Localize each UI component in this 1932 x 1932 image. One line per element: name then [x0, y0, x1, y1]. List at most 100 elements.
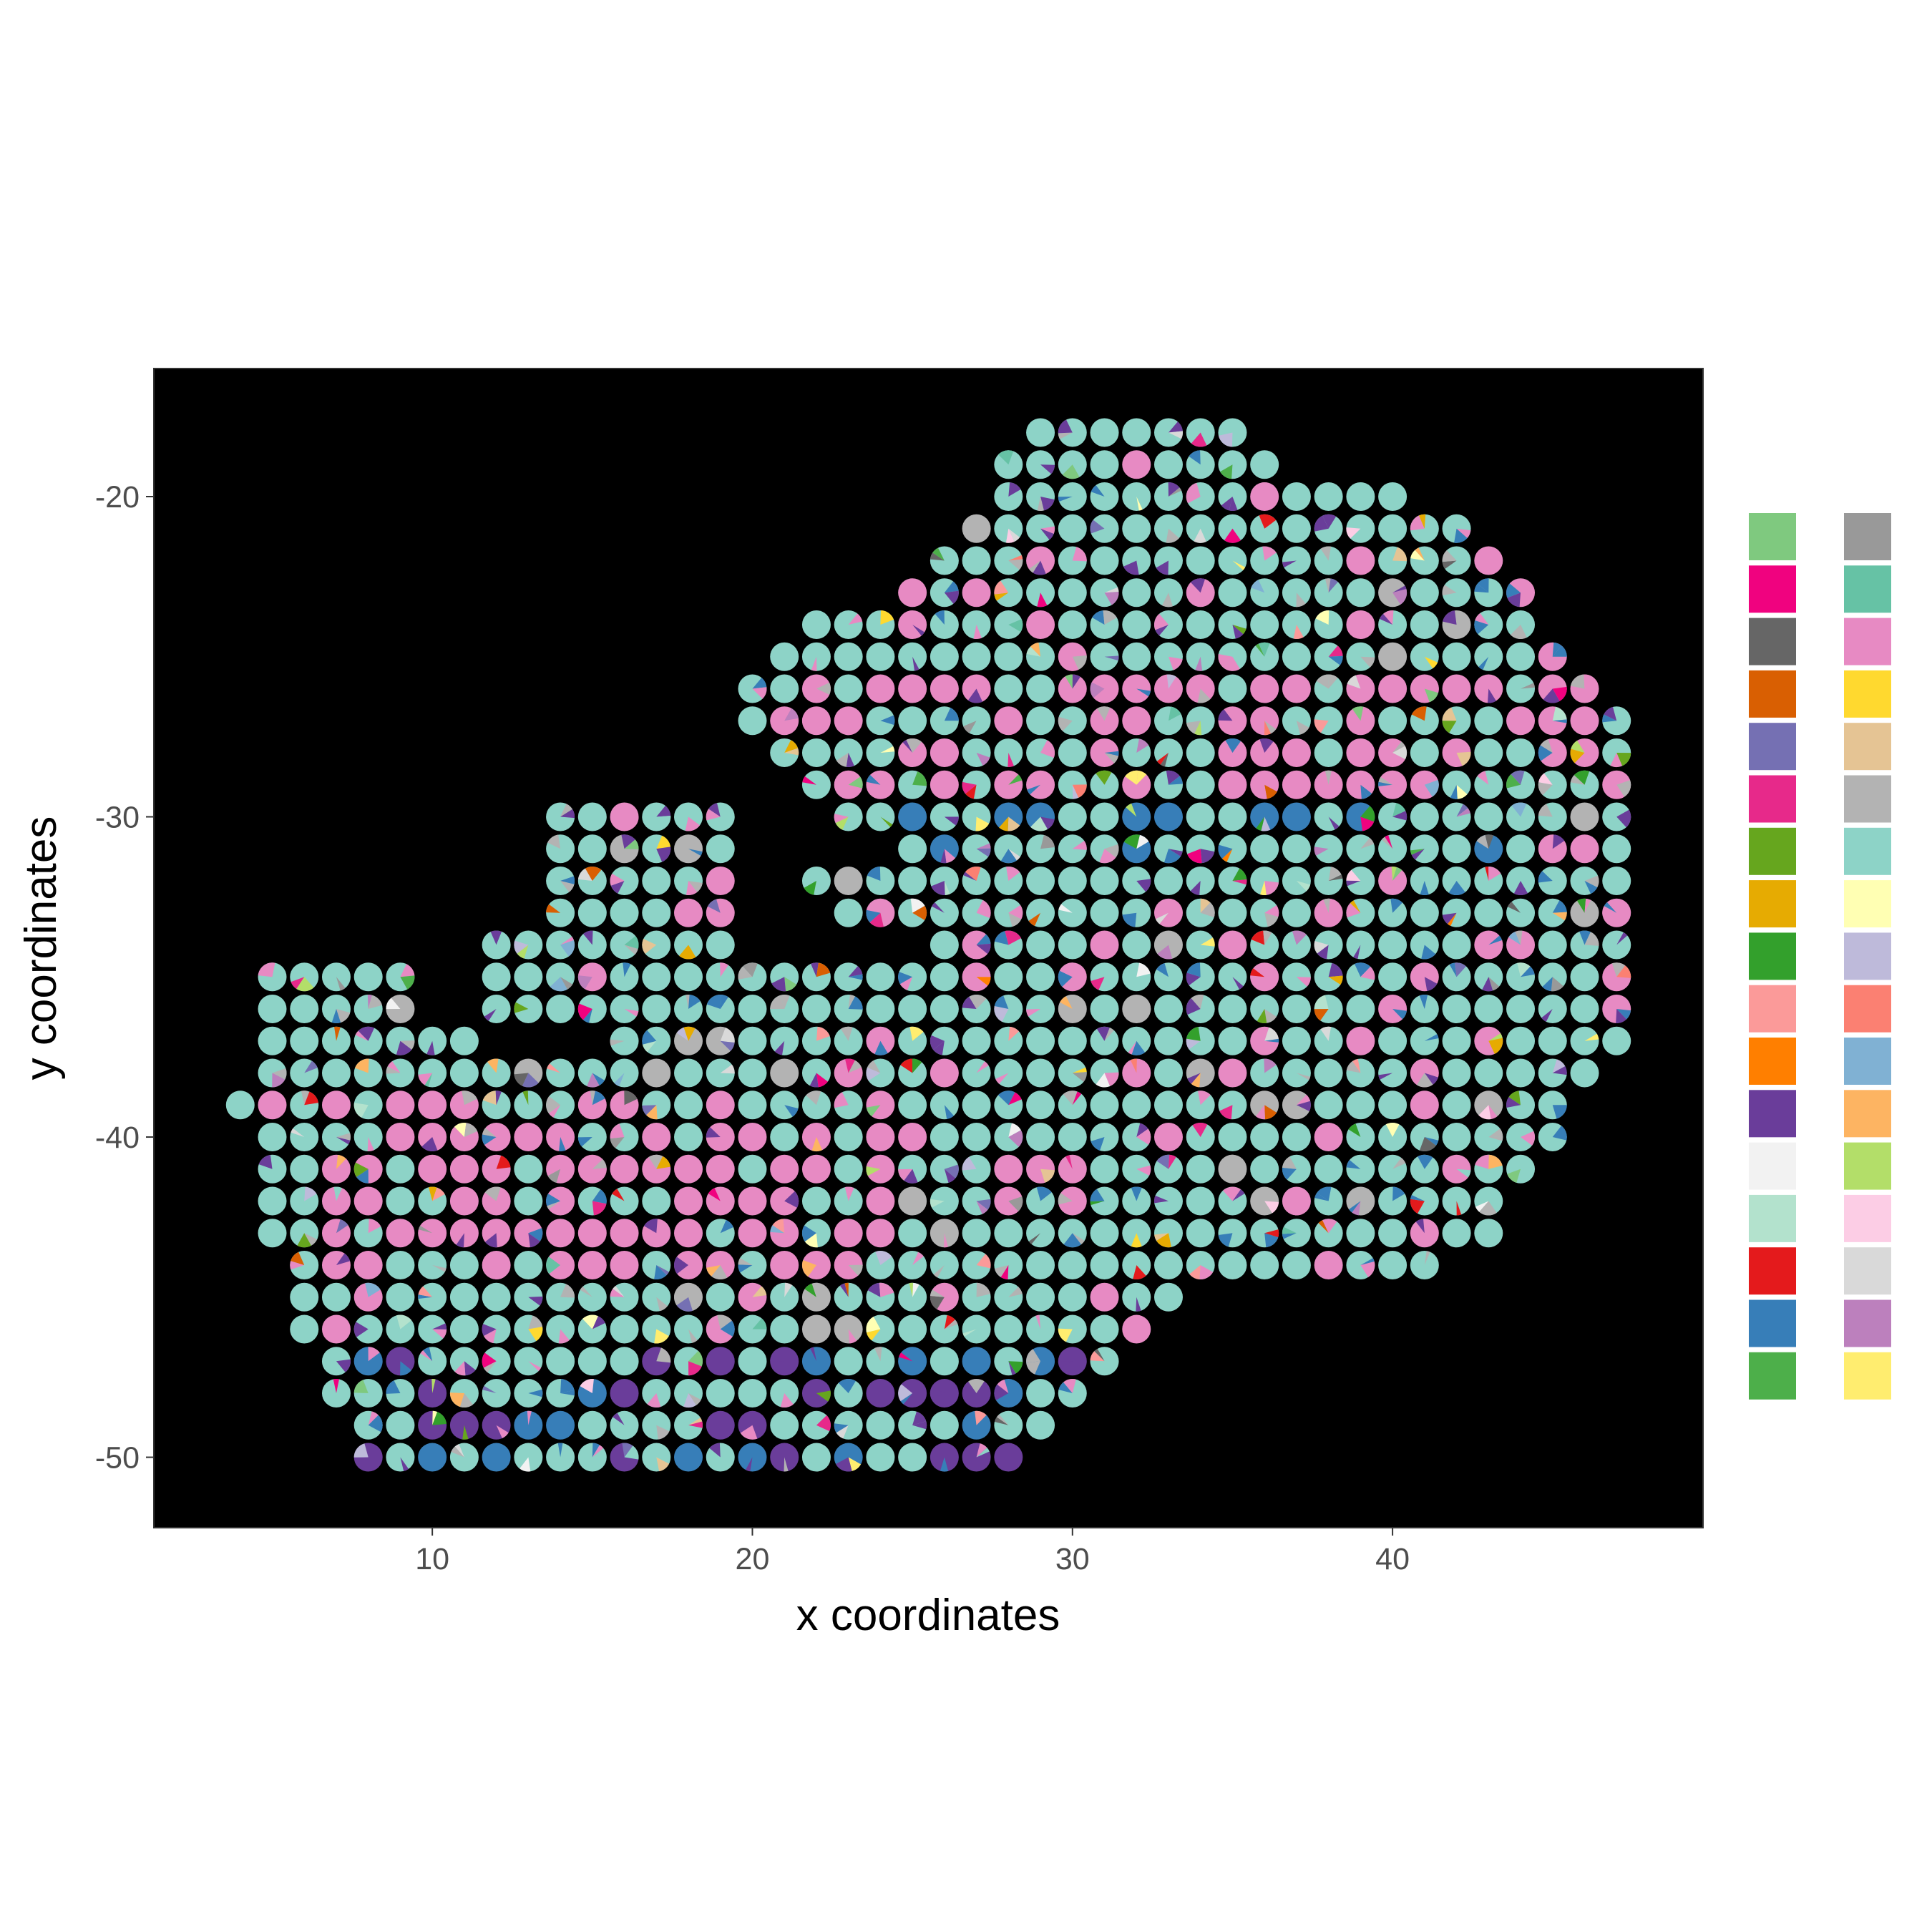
spot-pie: [1443, 1155, 1471, 1184]
spot-pie: [1058, 738, 1087, 767]
spot-pie: [514, 1123, 542, 1151]
spot-pie: [1538, 931, 1567, 960]
spot-pie: [930, 1347, 959, 1375]
spot-pie: [866, 1219, 894, 1247]
spot-pie: [290, 1155, 318, 1184]
spot-pie: [354, 1187, 383, 1216]
spot-pie: [1186, 1155, 1215, 1184]
spot-pie: [994, 1315, 1023, 1344]
spot-pie: [1570, 1059, 1599, 1088]
spot-pie: [1058, 867, 1087, 895]
spot-pie: [1282, 738, 1311, 767]
spot-pie: [1443, 1123, 1471, 1151]
spot-pie: [418, 1443, 447, 1472]
spot-pie: [1282, 1251, 1311, 1279]
spot-pie: [1346, 482, 1375, 511]
spot-pie: [738, 1187, 766, 1216]
spot-pie: [1026, 610, 1055, 639]
spot-pie: [770, 643, 799, 671]
spot-pie: [866, 643, 894, 671]
spot-pie: [706, 834, 735, 863]
spot-pie: [738, 706, 766, 735]
spot-pie: [898, 803, 927, 831]
spot-pie: [770, 1123, 799, 1151]
spot-pie: [1314, 1251, 1343, 1279]
spot-pie: [1314, 738, 1343, 767]
spot-pie: [866, 995, 894, 1023]
spot-pie: [1474, 547, 1503, 575]
spot-pie: [258, 1091, 287, 1119]
spot-pie: [1378, 1091, 1407, 1119]
spot-pie: [674, 1187, 703, 1216]
spot-pie: [674, 1059, 703, 1088]
spot-pie: [610, 1315, 639, 1344]
spot-pie: [578, 803, 607, 831]
spot-pie: [738, 1059, 766, 1088]
spot-pie: [514, 1251, 542, 1279]
spot-pie: [482, 1443, 511, 1472]
spot-pie: [962, 578, 991, 607]
spot-pie: [738, 1379, 766, 1407]
spot-pie: [226, 1091, 255, 1119]
spot-pie: [1154, 1091, 1183, 1119]
spot-pie: [1218, 899, 1246, 927]
spot-pie: [258, 995, 287, 1023]
spot-pie: [1443, 643, 1471, 671]
spot-pie: [1506, 834, 1535, 863]
legend-key: [1749, 985, 1796, 1033]
y-tick-label: -20: [95, 480, 140, 514]
spot-pie: [738, 1347, 766, 1375]
spot-pie: [1282, 771, 1311, 799]
legend: [1749, 513, 1891, 1400]
spot-pie: [930, 771, 959, 799]
spot-pie: [450, 1155, 479, 1184]
spot-pie: [386, 1123, 414, 1151]
spot-pie: [1570, 803, 1599, 831]
spot-pie: [1091, 931, 1119, 960]
spot-pie: [994, 1219, 1023, 1247]
spot-pie: [258, 1123, 287, 1151]
spot-pie: [770, 1251, 799, 1279]
y-axis: -20-30-40-50: [95, 480, 154, 1475]
legend-key: [1749, 1090, 1796, 1137]
spot-pie: [642, 962, 670, 991]
legend-key: [1749, 1038, 1796, 1085]
spot-pie: [1091, 995, 1119, 1023]
spot-pie: [450, 1251, 479, 1279]
spot-pie: [1250, 1251, 1279, 1279]
spot-pie: [674, 1091, 703, 1119]
spot-pie: [1378, 643, 1407, 671]
spot-pie: [1506, 995, 1535, 1023]
spot-pie: [1091, 547, 1119, 575]
spot-pie: [642, 899, 670, 927]
legend-key: [1844, 880, 1891, 927]
x-tick-label: 40: [1375, 1542, 1410, 1576]
spot-pie: [834, 675, 863, 703]
legend-key: [1749, 1300, 1796, 1347]
legend-key: [1749, 513, 1796, 560]
spot-pie: [322, 1059, 351, 1088]
legend-key: [1749, 880, 1796, 927]
spot-pie: [450, 1059, 479, 1088]
spot-pie: [962, 1027, 991, 1055]
spot-pie: [610, 1219, 639, 1247]
spot-pie: [1154, 1283, 1183, 1312]
spot-pie: [514, 1187, 542, 1216]
spot-pie: [898, 1443, 927, 1472]
spot-pie: [1154, 1027, 1183, 1055]
spot-pie: [258, 1219, 287, 1247]
spot-pie: [1058, 1027, 1087, 1055]
spot-pie: [578, 1251, 607, 1279]
spot-pie: [962, 514, 991, 543]
legend-key: [1844, 1090, 1891, 1137]
spot-pie: [322, 1315, 351, 1344]
y-tick-label: -50: [95, 1441, 140, 1475]
spot-pie: [258, 1187, 287, 1216]
spot-pie: [770, 1155, 799, 1184]
x-tick-label: 10: [415, 1542, 449, 1576]
spot-pie: [1314, 1123, 1343, 1151]
spot-pie: [1602, 834, 1631, 863]
spot-pie: [738, 1443, 766, 1472]
spot-pie: [450, 1315, 479, 1344]
spot-pie: [1026, 931, 1055, 960]
